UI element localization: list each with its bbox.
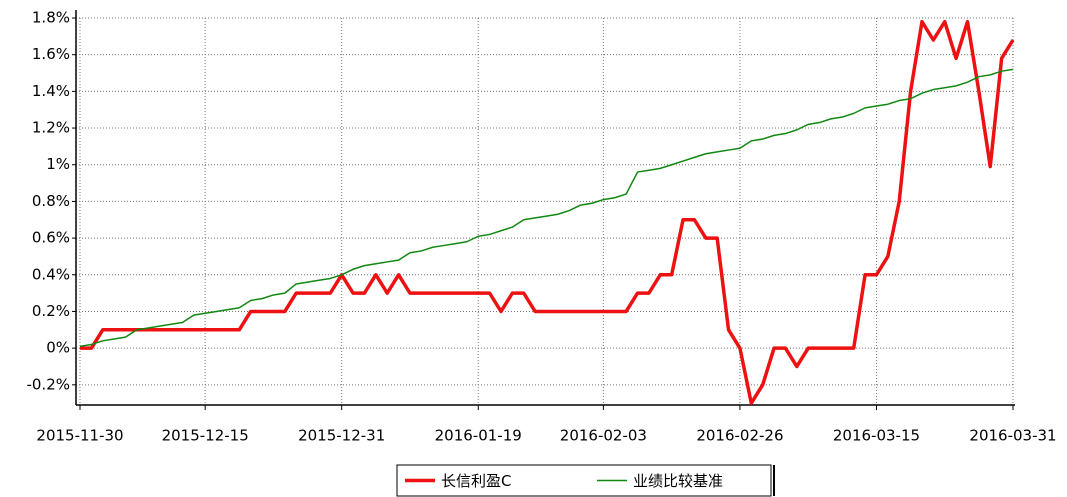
- legend-box: [396, 464, 772, 497]
- y-tick-label: 0.2%: [32, 302, 70, 320]
- series-line: [79, 68, 1014, 348]
- y-tick-label: 1%: [46, 155, 70, 173]
- x-tick-label: 2016-03-31: [969, 427, 1056, 445]
- legend-label: 长信利盈C: [441, 472, 511, 490]
- x-tick-label: 2015-11-30: [36, 427, 123, 445]
- y-tick-label: 0%: [46, 339, 70, 357]
- x-tick-label: 2015-12-15: [162, 427, 249, 445]
- y-tick-label: -0.2%: [26, 375, 70, 393]
- x-tick-label: 2016-02-26: [696, 427, 783, 445]
- y-tick-label: 1.4%: [32, 82, 70, 100]
- y-tick-label: 1.2%: [32, 119, 70, 137]
- y-tick-label: 0.6%: [32, 229, 70, 247]
- x-tick-label: 2016-01-19: [435, 427, 522, 445]
- y-tick-label: 0.8%: [32, 192, 70, 210]
- x-tick-label: 2016-03-15: [833, 427, 920, 445]
- x-tick-label: 2016-02-03: [560, 427, 647, 445]
- series-line: [80, 19, 1015, 405]
- legend-label: 业绩比较基准: [633, 472, 723, 490]
- x-tick-label: 2015-12-31: [298, 427, 385, 445]
- y-tick-label: 0.4%: [32, 265, 70, 283]
- y-tick-label: 1.8%: [32, 9, 70, 27]
- y-tick-label: 1.6%: [32, 45, 70, 63]
